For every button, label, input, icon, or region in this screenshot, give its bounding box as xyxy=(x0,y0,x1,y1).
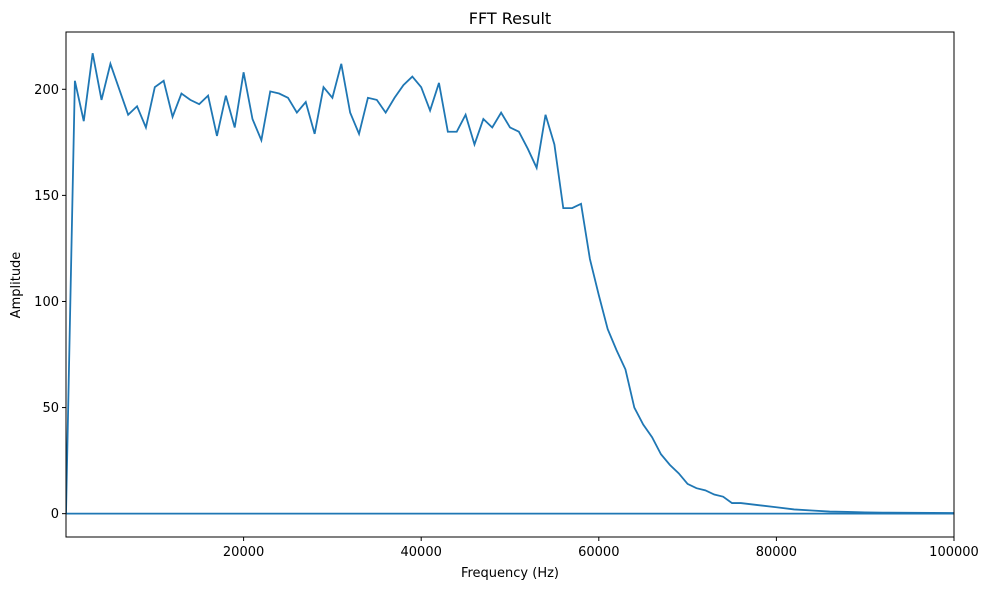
chart-title: FFT Result xyxy=(469,9,551,28)
x-axis-ticks: 20000 40000 60000 80000 100000 xyxy=(223,537,979,560)
x-tick-label: 20000 xyxy=(223,545,264,560)
y-tick-label: 200 xyxy=(34,83,59,98)
plot-area xyxy=(66,53,954,515)
fft-amplitude-line xyxy=(66,53,954,514)
y-tick-label: 50 xyxy=(42,401,59,416)
y-tick-label: 0 xyxy=(51,507,59,522)
y-tick-label: 100 xyxy=(34,295,59,310)
x-tick-label: 40000 xyxy=(401,545,442,560)
y-tick-label: 150 xyxy=(34,189,59,204)
x-axis-label: Frequency (Hz) xyxy=(461,566,559,581)
x-tick-label: 60000 xyxy=(578,545,619,560)
plot-frame xyxy=(65,31,955,538)
x-tick-label: 100000 xyxy=(929,545,979,560)
y-axis-ticks: 0 50 100 150 200 xyxy=(34,83,66,522)
x-tick-label: 80000 xyxy=(756,545,797,560)
y-axis-label: Amplitude xyxy=(9,252,24,319)
